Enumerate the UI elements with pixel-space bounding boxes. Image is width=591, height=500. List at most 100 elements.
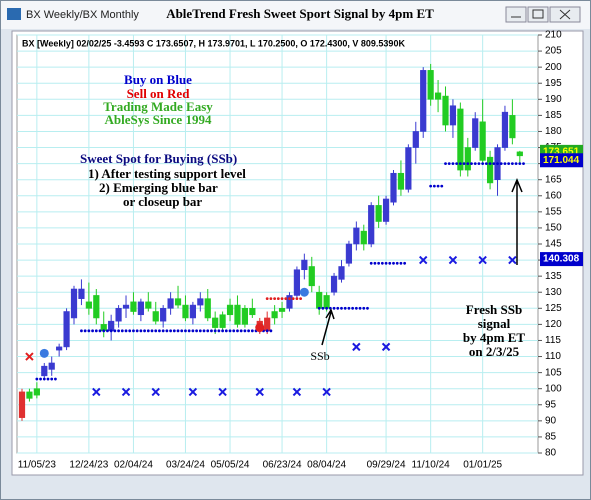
candle-body — [420, 70, 427, 132]
x-tick-label: 12/24/23 — [69, 460, 108, 471]
resistance-dot — [291, 297, 295, 301]
stop-marker — [218, 387, 227, 397]
candle-body — [48, 362, 55, 370]
support-dot — [488, 162, 492, 166]
candle-body — [323, 295, 330, 309]
support-dot — [106, 329, 109, 333]
y-tick-label: 180 — [545, 126, 562, 137]
candle-body — [293, 269, 301, 296]
support-dot — [336, 306, 340, 310]
x-tick-label: 06/23/24 — [263, 460, 302, 471]
y-tick-label: 105 — [545, 367, 562, 378]
annotation: AbleSys Since 1994 — [105, 112, 212, 127]
candle-body — [122, 304, 130, 309]
support-dot — [117, 329, 120, 333]
annotation: 1) After testing support level — [88, 166, 246, 181]
stop-marker — [352, 342, 361, 352]
support-dot — [492, 162, 496, 166]
support-dot — [91, 329, 94, 333]
support-dot — [213, 329, 217, 333]
support-dot — [269, 329, 273, 333]
stop-marker — [188, 387, 198, 397]
support-dot — [202, 329, 206, 333]
candle-body — [56, 346, 63, 351]
maximize-button[interactable] — [527, 6, 549, 23]
x-tick-label: 11/10/24 — [412, 460, 451, 471]
resistance-dot — [276, 297, 280, 301]
support-dot — [221, 329, 225, 333]
support-dot — [113, 329, 117, 333]
candle-body — [360, 230, 367, 245]
signal-dot — [255, 323, 265, 333]
stop-marker — [448, 255, 458, 265]
annotation: SSb — [310, 349, 329, 363]
support-dot — [42, 377, 46, 381]
support-dot — [195, 329, 198, 333]
candle-body — [516, 151, 523, 157]
candle-body — [278, 308, 286, 312]
maximize-icon — [532, 9, 544, 19]
candle-body — [412, 131, 419, 148]
support-dot — [146, 329, 150, 333]
support-dot — [46, 377, 50, 381]
resistance-dot — [299, 297, 303, 301]
stop-marker — [292, 387, 302, 397]
candle-body — [316, 291, 323, 309]
candle-body — [108, 320, 115, 332]
support-dot — [35, 377, 39, 381]
x-tick-label: 01/01/25 — [463, 460, 502, 471]
support-dot — [377, 261, 381, 265]
stop-marker — [92, 387, 101, 397]
candle-body — [189, 304, 196, 319]
support-dot — [462, 162, 466, 166]
candle-body — [457, 108, 464, 171]
window-controls[interactable] — [505, 6, 581, 23]
support-dot — [384, 261, 388, 265]
candle-body — [464, 147, 471, 171]
y-tick-label: 210 — [545, 30, 562, 41]
y-tick-label: 165 — [545, 174, 562, 185]
support-dot — [161, 329, 165, 333]
candle-body — [85, 301, 92, 309]
support-dot — [507, 162, 511, 166]
x-tick-label: 09/29/24 — [367, 460, 406, 471]
candle-body — [472, 118, 479, 148]
support-dot — [499, 162, 503, 166]
support-dot — [458, 162, 462, 166]
price-tag-label: 140.308 — [543, 254, 580, 265]
candle-body — [345, 243, 353, 264]
candle-body — [18, 391, 26, 418]
price-tag-label: 171.044 — [543, 155, 580, 166]
stop-marker — [508, 255, 517, 265]
support-dot — [358, 306, 362, 310]
support-dot — [236, 329, 239, 333]
support-dot — [366, 306, 369, 310]
support-dot — [184, 329, 187, 333]
candle-body — [130, 301, 137, 312]
candle-body — [509, 115, 516, 139]
y-tick-label: 100 — [545, 383, 562, 394]
support-dot — [340, 306, 343, 310]
y-tick-label: 155 — [545, 206, 562, 217]
quote-line: BX [Weekly] 02/02/25 -3.4593 C 173.6507,… — [22, 38, 405, 48]
candle-body — [390, 172, 397, 203]
y-tick-label: 85 — [545, 432, 557, 443]
minimize-button[interactable] — [505, 6, 527, 23]
candle-body — [63, 311, 70, 348]
candle-body — [160, 308, 167, 322]
y-tick-label: 95 — [545, 399, 557, 410]
app-icon — [7, 8, 21, 20]
support-dot — [395, 261, 399, 265]
candle-body — [486, 156, 494, 184]
annotation: Sweet Spot for Buying (SSb) — [80, 151, 237, 166]
support-dot — [447, 162, 451, 166]
support-dot — [399, 261, 403, 265]
support-dot — [503, 162, 507, 166]
candle-body — [145, 301, 152, 309]
annotation: signal — [478, 316, 511, 331]
support-dot — [87, 329, 91, 333]
support-dot — [132, 329, 135, 333]
candle-body — [375, 205, 382, 222]
support-dot — [432, 184, 436, 188]
support-dot — [510, 162, 514, 166]
